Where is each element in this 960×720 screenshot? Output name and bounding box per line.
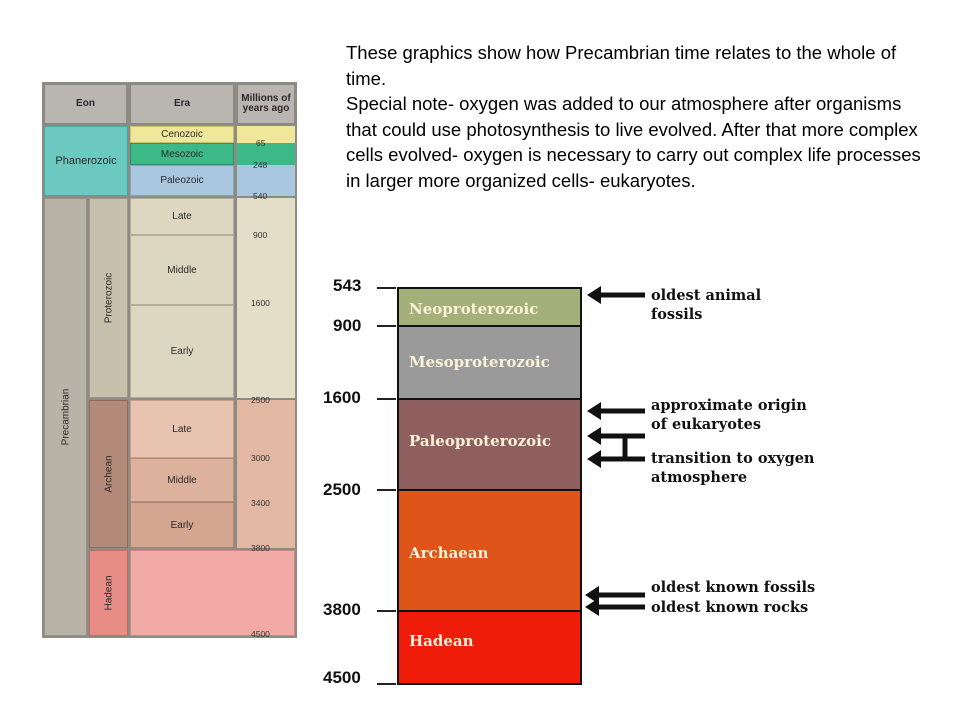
bracket [605,433,628,459]
annotation: oldest animal fossils [651,287,762,323]
axis-tick [377,325,396,327]
year-248: 248 [253,160,268,170]
axis-label-1600: 1600 [323,388,361,407]
arrow [587,402,645,420]
subeon-archean: Archean [89,400,128,548]
era-cenozoic: Cenozoic [130,126,234,143]
band-label: Archaean [409,544,489,562]
year-900: 900 [253,230,268,240]
year-4500: 4500 [251,629,270,639]
year-2500: 2500 [251,395,270,405]
myr-header: Millions of years ago [237,84,295,124]
axis-label-3800: 3800 [323,600,361,619]
era-proterozoic-early: Early [130,305,234,398]
arrow [587,450,645,468]
annotation: oldest known fossils [651,579,816,596]
axis-tick [377,683,396,685]
eon-phanerozoic: Phanerozoic [44,126,128,196]
annotation: transition to oxygen atmosphere [651,450,815,486]
eon-header: Eon [44,84,127,124]
axis-tick [377,489,396,491]
arrow [585,598,645,616]
years-phanerozoic-bg [237,126,295,143]
band-archaean: Archaean [397,489,582,612]
annotation: approximate origin of eukaryotes [651,397,807,433]
band-mesoproterozoic: Mesoproterozoic [397,325,582,400]
axis-tick [377,287,396,289]
year-3800: 3800 [251,543,270,553]
band-label: Mesoproterozoic [409,353,550,371]
axis-label-543: 543 [333,276,362,295]
arrow [585,586,645,604]
band-label: Neoproterozoic [409,300,539,318]
subeon-proterozoic: Proterozoic [89,198,128,398]
era-archean-late: Late [130,400,234,458]
era-paleozoic: Paleozoic [130,165,234,196]
era-hadean [130,550,295,636]
geologic-time-table: Eon Era Millions of years ago Phanerozoi… [42,82,297,639]
era-proterozoic-middle: Middle [130,235,234,305]
axis-label-2500: 2500 [323,480,361,499]
band-hadean: Hadean [397,610,582,685]
year-3400: 3400 [251,498,270,508]
explanatory-note: These graphics show how Precambrian time… [346,40,936,193]
band-label: Hadean [409,632,474,650]
axis-tick [377,398,396,400]
axis-tick [377,610,396,612]
era-header: Era [130,84,234,124]
band-label: Paleoproterozoic [409,432,551,450]
note-special: Special note- oxygen was added to our at… [346,93,921,191]
axis-label-4500: 4500 [323,668,361,687]
arrow [587,286,645,304]
note-intro: These graphics show how Precambrian time… [346,42,897,89]
years-archean-bg [237,400,295,548]
years-paleozoic-bg [237,165,295,196]
era-mesozoic: Mesozoic [130,143,234,165]
years-mesozoic-bg [237,143,295,165]
eon-precambrian: Precambrian [44,198,87,636]
subeon-hadean: Hadean [89,550,128,636]
axis-label-900: 900 [333,316,362,335]
year-3000: 3000 [251,453,270,463]
year-65: 65 [256,138,266,148]
era-archean-early: Early [130,502,234,548]
years-proterozoic-bg [237,198,295,398]
year-1600: 1600 [251,298,270,308]
year-540: 540 [253,191,268,201]
annotation: oldest known rocks [651,599,809,616]
era-proterozoic-late: Late [130,198,234,235]
era-archean-middle: Middle [130,458,234,502]
